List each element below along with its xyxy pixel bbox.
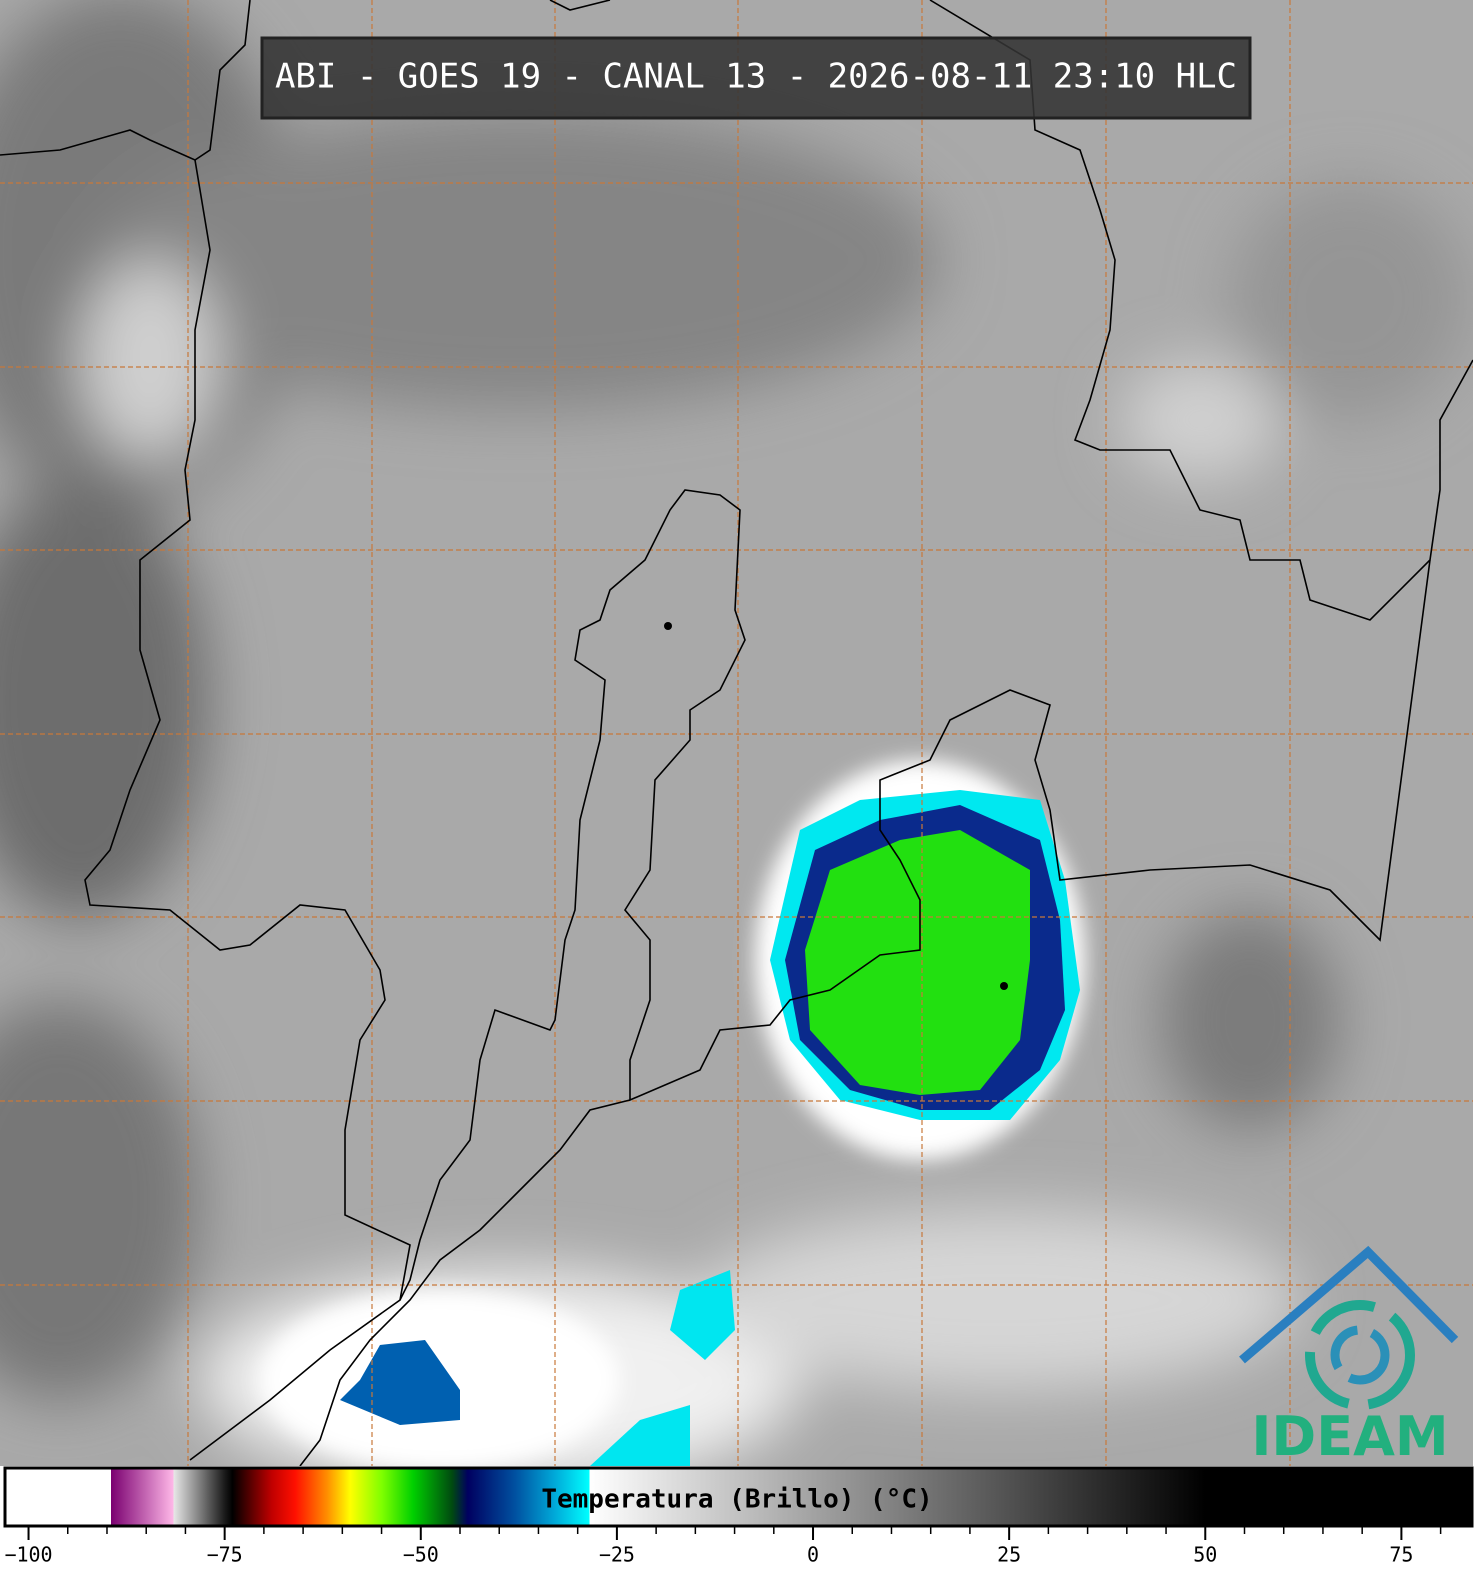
- cell-cyan: [590, 1405, 690, 1466]
- colorbar-label: Temperatura (Brillo) (°C): [541, 1485, 932, 1515]
- city-dot: [1000, 982, 1008, 990]
- title-box: [260, 36, 1252, 120]
- storm-green: [805, 830, 1030, 1095]
- colorbar-tick-label: −100: [4, 1543, 52, 1567]
- logo-roof: [1239, 1245, 1459, 1364]
- colorbar-tick-label: 50: [1193, 1543, 1217, 1567]
- colorbar-tick-label: 75: [1389, 1543, 1413, 1567]
- title: ABI - GOES 19 - CANAL 13 - 2026-08-11 23…: [275, 57, 1237, 97]
- map: IDEAM: [0, 0, 1473, 1468]
- colorbar-tick-label: −75: [207, 1543, 243, 1567]
- city-dot: [664, 622, 672, 630]
- colorbar-tick-label: 25: [997, 1543, 1021, 1567]
- colorbar-tick-label: −25: [599, 1543, 635, 1567]
- cell-blue: [340, 1340, 460, 1425]
- cell-cyan: [670, 1270, 735, 1360]
- logo-spiral: [1330, 1325, 1390, 1385]
- logo: IDEAM: [1239, 1245, 1459, 1468]
- colorbar-bar: [3, 1466, 1474, 1528]
- colorbar: Temperatura (Brillo) (°C) −100 −75 −50 −25 0 2…: [3, 1466, 1474, 1567]
- borders: [0, 0, 1473, 1466]
- logo-spiral: [1305, 1300, 1415, 1410]
- grid: [0, 0, 1473, 1466]
- colorbar-tick-label: 0: [807, 1543, 819, 1567]
- logo-text: IDEAM: [1251, 1405, 1448, 1468]
- colorbar-tick-label: −50: [403, 1543, 439, 1567]
